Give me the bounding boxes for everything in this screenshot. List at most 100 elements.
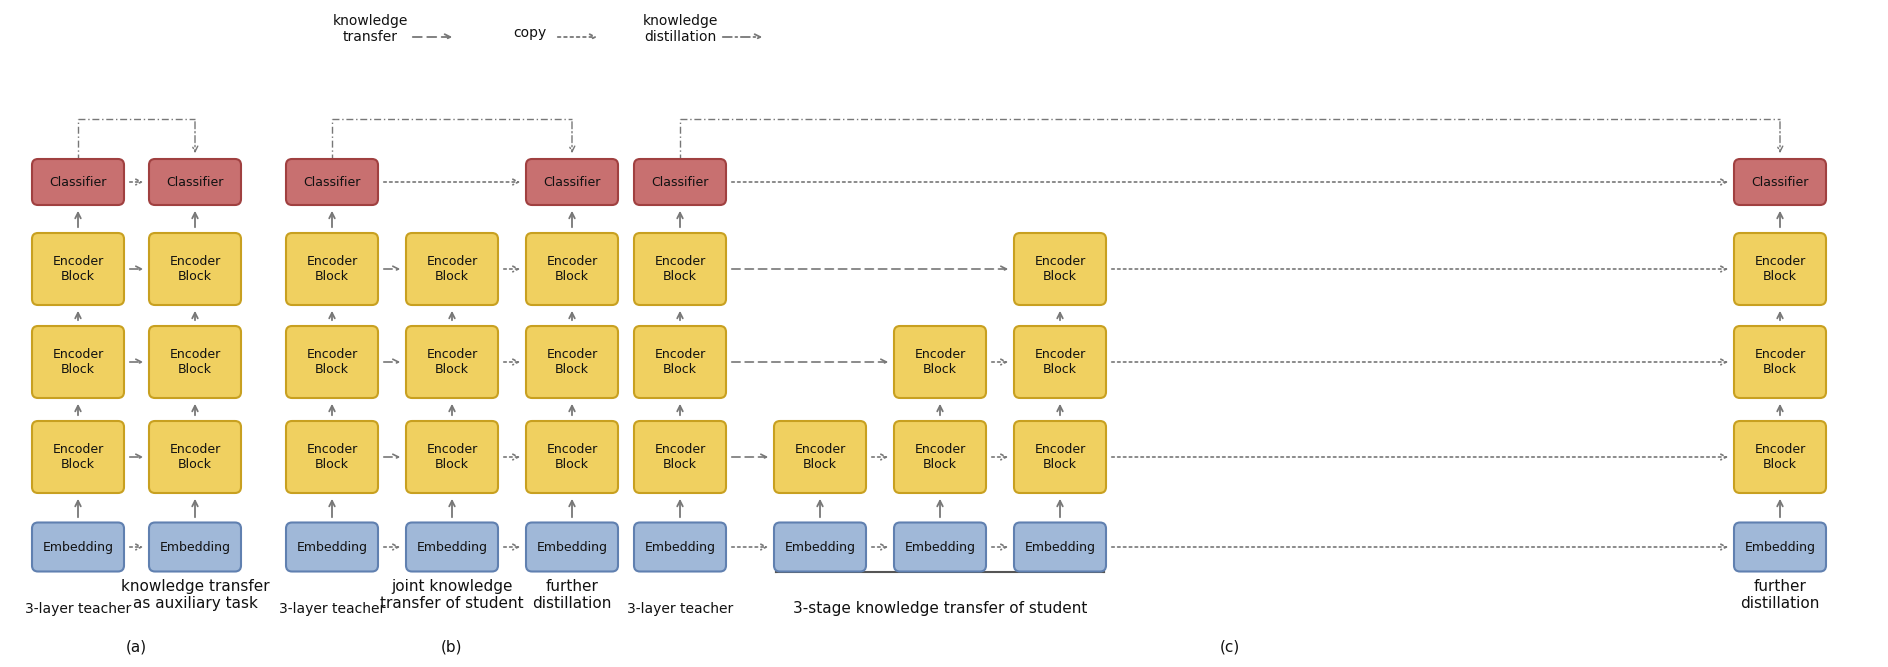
FancyBboxPatch shape (634, 233, 727, 305)
FancyBboxPatch shape (1733, 233, 1826, 305)
FancyBboxPatch shape (285, 522, 378, 572)
Text: Encoder
Block: Encoder Block (53, 255, 104, 283)
FancyBboxPatch shape (285, 326, 378, 398)
FancyBboxPatch shape (32, 159, 125, 205)
Text: Encoder
Block: Encoder Block (170, 443, 221, 471)
Text: Encoder
Block: Encoder Block (655, 255, 706, 283)
FancyBboxPatch shape (1014, 522, 1106, 572)
Text: (a): (a) (125, 640, 147, 654)
FancyBboxPatch shape (406, 233, 498, 305)
Text: Embedding: Embedding (536, 540, 608, 554)
Text: Encoder
Block: Encoder Block (1035, 348, 1086, 376)
FancyBboxPatch shape (149, 421, 242, 493)
FancyBboxPatch shape (895, 326, 986, 398)
FancyBboxPatch shape (285, 233, 378, 305)
Text: copy: copy (514, 26, 548, 40)
Text: 3-layer teacher: 3-layer teacher (25, 602, 130, 616)
Text: Encoder
Block: Encoder Block (427, 348, 478, 376)
Text: Embedding: Embedding (296, 540, 368, 554)
Text: further
distillation: further distillation (532, 579, 612, 611)
Text: Encoder
Block: Encoder Block (1754, 255, 1805, 283)
Text: Encoder
Block: Encoder Block (427, 255, 478, 283)
Text: Encoder
Block: Encoder Block (795, 443, 846, 471)
Text: Encoder
Block: Encoder Block (546, 443, 598, 471)
Text: Encoder
Block: Encoder Block (427, 443, 478, 471)
Text: Encoder
Block: Encoder Block (170, 348, 221, 376)
Text: Embedding: Embedding (1025, 540, 1095, 554)
FancyBboxPatch shape (406, 326, 498, 398)
FancyBboxPatch shape (1014, 233, 1106, 305)
FancyBboxPatch shape (527, 421, 617, 493)
Text: Classifier: Classifier (304, 175, 361, 189)
FancyBboxPatch shape (149, 326, 242, 398)
FancyBboxPatch shape (149, 159, 242, 205)
FancyBboxPatch shape (634, 522, 727, 572)
Text: Embedding: Embedding (417, 540, 487, 554)
Text: Encoder
Block: Encoder Block (1035, 255, 1086, 283)
Text: Encoder
Block: Encoder Block (655, 443, 706, 471)
Text: Classifier: Classifier (1752, 175, 1809, 189)
FancyBboxPatch shape (285, 421, 378, 493)
Text: 3-layer teacher: 3-layer teacher (279, 602, 385, 616)
Text: knowledge transfer
as auxiliary task: knowledge transfer as auxiliary task (121, 579, 270, 611)
FancyBboxPatch shape (527, 233, 617, 305)
Text: Encoder
Block: Encoder Block (914, 443, 965, 471)
Text: further
distillation: further distillation (1741, 579, 1820, 611)
FancyBboxPatch shape (527, 326, 617, 398)
Text: Classifier: Classifier (544, 175, 600, 189)
FancyBboxPatch shape (634, 326, 727, 398)
Text: Encoder
Block: Encoder Block (1035, 443, 1086, 471)
FancyBboxPatch shape (1733, 159, 1826, 205)
Text: 3-stage knowledge transfer of student: 3-stage knowledge transfer of student (793, 602, 1087, 616)
Text: Embedding: Embedding (43, 540, 113, 554)
Text: Encoder
Block: Encoder Block (914, 348, 965, 376)
FancyBboxPatch shape (32, 326, 125, 398)
FancyBboxPatch shape (406, 522, 498, 572)
Text: Encoder
Block: Encoder Block (546, 348, 598, 376)
Text: Embedding: Embedding (1745, 540, 1816, 554)
Text: Encoder
Block: Encoder Block (53, 348, 104, 376)
Text: 3-layer teacher: 3-layer teacher (627, 602, 733, 616)
FancyBboxPatch shape (149, 233, 242, 305)
Text: Embedding: Embedding (644, 540, 716, 554)
Text: Encoder
Block: Encoder Block (170, 255, 221, 283)
Text: Encoder
Block: Encoder Block (1754, 348, 1805, 376)
FancyBboxPatch shape (895, 522, 986, 572)
FancyBboxPatch shape (1733, 326, 1826, 398)
FancyBboxPatch shape (1733, 522, 1826, 572)
Text: Encoder
Block: Encoder Block (655, 348, 706, 376)
FancyBboxPatch shape (1733, 421, 1826, 493)
Text: Encoder
Block: Encoder Block (1754, 443, 1805, 471)
FancyBboxPatch shape (895, 421, 986, 493)
FancyBboxPatch shape (406, 421, 498, 493)
Text: Encoder
Block: Encoder Block (306, 348, 357, 376)
Text: Classifier: Classifier (166, 175, 223, 189)
FancyBboxPatch shape (285, 159, 378, 205)
Text: Encoder
Block: Encoder Block (306, 255, 357, 283)
FancyBboxPatch shape (527, 522, 617, 572)
FancyBboxPatch shape (634, 159, 727, 205)
Text: Encoder
Block: Encoder Block (546, 255, 598, 283)
Text: Embedding: Embedding (904, 540, 976, 554)
Text: Classifier: Classifier (651, 175, 708, 189)
FancyBboxPatch shape (32, 233, 125, 305)
FancyBboxPatch shape (774, 421, 867, 493)
FancyBboxPatch shape (32, 522, 125, 572)
FancyBboxPatch shape (149, 522, 242, 572)
Text: Encoder
Block: Encoder Block (53, 443, 104, 471)
Text: Embedding: Embedding (785, 540, 855, 554)
FancyBboxPatch shape (1014, 421, 1106, 493)
FancyBboxPatch shape (774, 522, 867, 572)
Text: joint knowledge
transfer of student: joint knowledge transfer of student (379, 579, 523, 611)
Text: Encoder
Block: Encoder Block (306, 443, 357, 471)
Text: Embedding: Embedding (159, 540, 230, 554)
Text: knowledge
transfer: knowledge transfer (332, 14, 408, 44)
Text: knowledge
distillation: knowledge distillation (642, 14, 717, 44)
Text: (b): (b) (442, 640, 463, 654)
Text: (c): (c) (1220, 640, 1240, 654)
FancyBboxPatch shape (527, 159, 617, 205)
FancyBboxPatch shape (1014, 326, 1106, 398)
Text: Classifier: Classifier (49, 175, 108, 189)
FancyBboxPatch shape (634, 421, 727, 493)
FancyBboxPatch shape (32, 421, 125, 493)
